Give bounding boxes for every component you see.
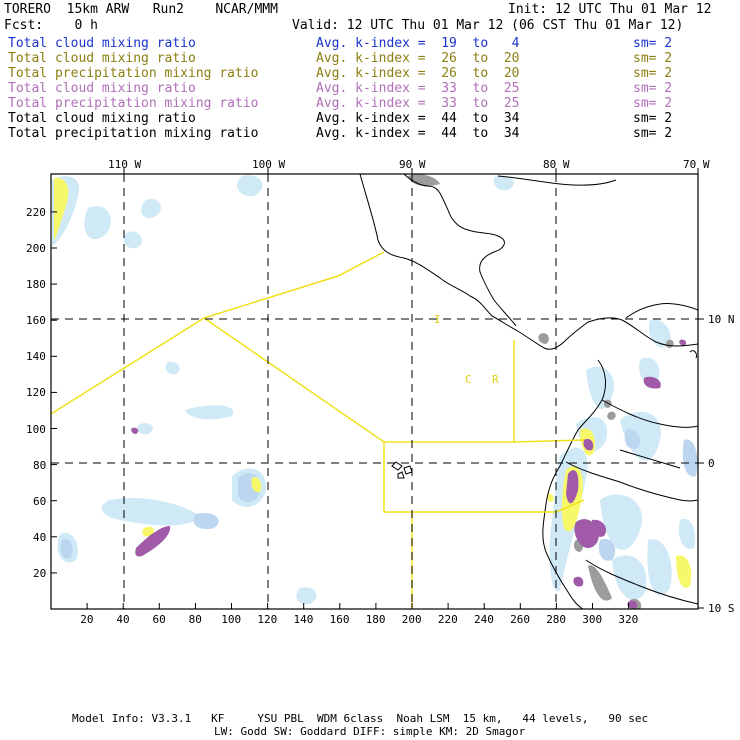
legend-sm: sm= 2 bbox=[633, 66, 673, 81]
y-tick-label: 100 bbox=[26, 422, 46, 436]
legend-sm: sm= 2 bbox=[633, 51, 673, 66]
legend-index: Avg. k-index = 26 to 20 bbox=[316, 66, 520, 81]
y-tick-label: 80 bbox=[33, 458, 47, 472]
legend-index: Avg. k-index = 33 to 25 bbox=[316, 96, 520, 111]
legend-index: Avg. k-index = 33 to 25 bbox=[316, 81, 520, 96]
legend-field: Total cloud mixing ratio bbox=[8, 36, 196, 51]
model-title: TORERO 15km ARW Run2 NCAR/MMM bbox=[4, 2, 278, 17]
physics-info: LW: Godd SW: Goddard DIFF: simple KM: 2D… bbox=[214, 725, 526, 738]
y-tick-label: 60 bbox=[33, 494, 47, 508]
legend-field: Total cloud mixing ratio bbox=[8, 111, 196, 126]
y-tick-label: 140 bbox=[26, 350, 46, 364]
forecast-hour: Fcst: 0 h bbox=[4, 18, 98, 33]
region-label: I bbox=[434, 313, 441, 326]
lon-label: 80 W bbox=[543, 158, 570, 171]
y-tick-label: 40 bbox=[33, 530, 47, 544]
x-tick-label: 20 bbox=[80, 613, 94, 626]
y-tick-label: 20 bbox=[33, 566, 47, 580]
legend-sm: sm= 2 bbox=[633, 126, 673, 141]
x-tick-label: 260 bbox=[510, 613, 530, 626]
x-tick-label: 140 bbox=[293, 613, 314, 626]
legend-index: Avg. k-index = 26 to 20 bbox=[316, 51, 520, 66]
x-tick-label: 220 bbox=[437, 613, 458, 626]
x-tick-label: 40 bbox=[116, 613, 130, 626]
region-label: C bbox=[465, 373, 472, 386]
y-tick-label: 200 bbox=[26, 242, 46, 255]
coastlines bbox=[359, 174, 698, 609]
legend-sm: sm= 2 bbox=[633, 81, 673, 96]
x-tick-label: 80 bbox=[188, 613, 202, 626]
lat-label: 0 bbox=[708, 457, 715, 470]
x-tick-label: 100 bbox=[221, 613, 242, 626]
x-tick-label: 60 bbox=[152, 613, 166, 626]
x-tick-label: 160 bbox=[329, 613, 350, 626]
lat-label: 10 S bbox=[708, 602, 735, 615]
x-tick-label: 320 bbox=[618, 613, 639, 626]
graticule bbox=[51, 174, 698, 609]
valid-time: Valid: 12 UTC Thu 01 Mar 12 (06 CST Thu … bbox=[292, 18, 684, 33]
legend-sm: sm= 2 bbox=[633, 36, 673, 51]
legend-index: Avg. k-index = 44 to 34 bbox=[316, 126, 520, 141]
region-boxes bbox=[51, 251, 585, 609]
legend-field: Total precipitation mixing ratio bbox=[8, 66, 259, 81]
legend-index: Avg. k-index = 44 to 34 bbox=[316, 111, 520, 126]
lon-label: 110 W bbox=[108, 158, 142, 171]
x-tick-label: 120 bbox=[257, 613, 278, 626]
lon-label: 70 W bbox=[683, 158, 710, 171]
y-tick-label: 160 bbox=[26, 314, 46, 328]
x-tick-label: 180 bbox=[365, 613, 386, 626]
lon-label: 90 W bbox=[399, 158, 426, 171]
x-tick-label: 280 bbox=[546, 613, 567, 626]
init-time: Init: 12 UTC Thu 01 Mar 12 bbox=[508, 2, 712, 17]
y-tick-label: 180 bbox=[26, 278, 46, 292]
x-tick-label: 300 bbox=[582, 613, 603, 626]
y-tick-label: 120 bbox=[26, 386, 46, 400]
plot-frame bbox=[50, 173, 699, 610]
legend-field: Total precipitation mixing ratio bbox=[8, 96, 259, 111]
legend-field: Total cloud mixing ratio bbox=[8, 51, 196, 66]
lon-label: 100 W bbox=[252, 158, 286, 171]
y-tick-label: 220 bbox=[26, 205, 46, 219]
legend-field: Total precipitation mixing ratio bbox=[8, 126, 259, 141]
x-tick-label: 240 bbox=[474, 613, 494, 626]
x-tick-label: 200 bbox=[401, 613, 422, 626]
legend-sm: sm= 2 bbox=[633, 96, 673, 111]
precip-field-purple bbox=[131, 339, 687, 609]
legend-sm: sm= 2 bbox=[633, 111, 673, 126]
lat-label: 10 N bbox=[708, 313, 735, 326]
cloud-field-gray bbox=[408, 174, 674, 609]
legend-field: Total cloud mixing ratio bbox=[8, 81, 196, 96]
model-info: Model Info: V3.3.1 KF YSU PBL WDM 6class… bbox=[72, 712, 649, 725]
region-label: R bbox=[492, 373, 499, 386]
legend-index: Avg. k-index = 19 to 4 bbox=[316, 36, 520, 51]
